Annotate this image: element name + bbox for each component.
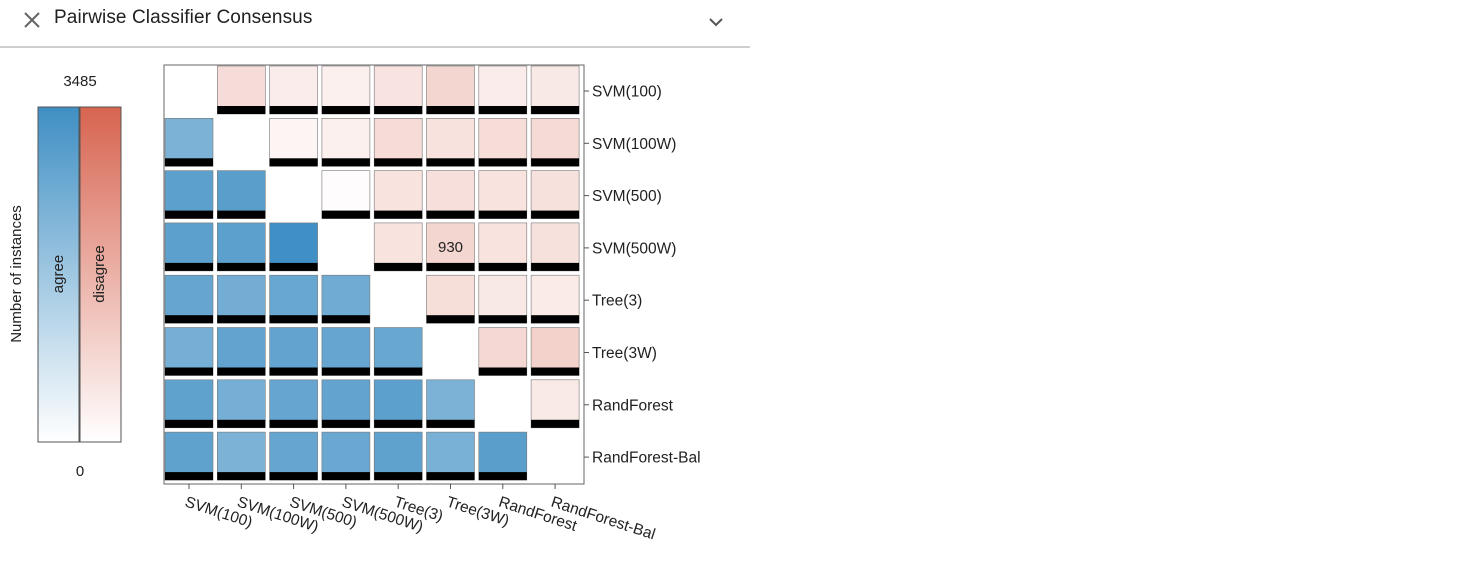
close-icon[interactable] [20,8,44,32]
cell-bar [321,315,370,324]
cell-bar [165,472,213,481]
cell-bar [269,106,318,114]
cell-bar [269,158,318,167]
cell-bar [217,210,266,219]
row-label: Tree(3) [592,293,642,310]
cell-bar [426,419,475,428]
cell-bar [217,262,266,271]
cell-bar [426,262,475,271]
cell-bar [217,106,266,114]
cell-bar [531,158,580,167]
cell-bar [531,419,580,428]
cell-bar [374,210,423,219]
cell-bar [217,367,266,376]
panel-title: Pairwise Classifier Consensus [54,7,313,28]
cell-bar [269,367,318,376]
cell-bar [269,419,318,428]
cell-bar [217,472,266,481]
cell-bar [426,106,475,114]
cell-bar [531,210,580,219]
cell-bar [426,315,475,324]
cell-bar [165,419,213,428]
cell-bar [531,262,580,271]
cell-bar [269,262,318,271]
cell-bar [217,419,266,428]
cell-bar [217,315,266,324]
chevron-down-icon[interactable] [704,10,728,34]
cell-bar [269,315,318,324]
legend-agree-label: agree [50,255,67,293]
cell-bar [426,210,475,219]
row-label: SVM(500) [592,188,662,205]
cell-bar [374,367,423,376]
cell-bar [321,106,370,114]
cell-bar [426,472,475,481]
cell-bar [321,419,370,428]
cell-bar [426,158,475,167]
cell-bar [321,367,370,376]
cell-bar [165,315,213,324]
cell-bar [374,472,423,481]
cell-bar [478,210,527,219]
cell-bar [478,315,527,324]
cell-bar [478,158,527,167]
cell-value-label: 930 [438,239,463,256]
cell-bar [321,472,370,481]
legend-disagree-label: disagree [91,245,108,303]
column-labels: SVM(100)SVM(100W)SVM(500)SVM(500W)Tree(3… [183,484,657,543]
row-label: SVM(100) [592,84,662,101]
cell-bar [478,472,527,481]
cell-bar [374,419,423,428]
legend-axis-title: Number of instances [8,205,25,343]
cell-bar [165,158,213,167]
cell-bar [269,472,318,481]
row-labels: SVM(100) SVM(100W) SVM(500) SVM(500W) Tree(3… [584,84,701,467]
cell-bar [531,106,580,114]
cell-bar [165,367,213,376]
row-label: RandForest-Bal [592,450,701,467]
cell-bar [321,210,370,219]
row-label: SVM(100W) [592,136,676,153]
cell-bar [531,315,580,324]
legend-max-label: 3485 [63,73,96,90]
legend-disagree-bar [79,106,122,443]
pairwise-consensus-panel: Pairwise Classifier Consensus 3485 agree… [0,0,750,543]
color-legend: 3485 agree disagree Number of instances … [8,73,122,480]
legend-agree-bar [37,106,80,443]
cell-bar [374,158,423,167]
cell-bar [478,367,527,376]
heatmap-cells: 930 [164,65,580,481]
row-label: RandForest [592,397,674,414]
cell-bar [531,367,580,376]
row-label: Tree(3W) [592,345,657,362]
cell-bar [321,158,370,167]
cell-bar [374,106,423,114]
cell-bar [374,262,423,271]
cell-bar [165,262,213,271]
cell-bar [478,106,527,114]
legend-min-label: 0 [76,463,84,480]
cell-bar [478,262,527,271]
consensus-chart: 3485 agree disagree Number of instances … [8,64,701,543]
row-label: SVM(500W) [592,240,676,257]
cell-bar [165,210,213,219]
panel-header: Pairwise Classifier Consensus [0,0,750,48]
